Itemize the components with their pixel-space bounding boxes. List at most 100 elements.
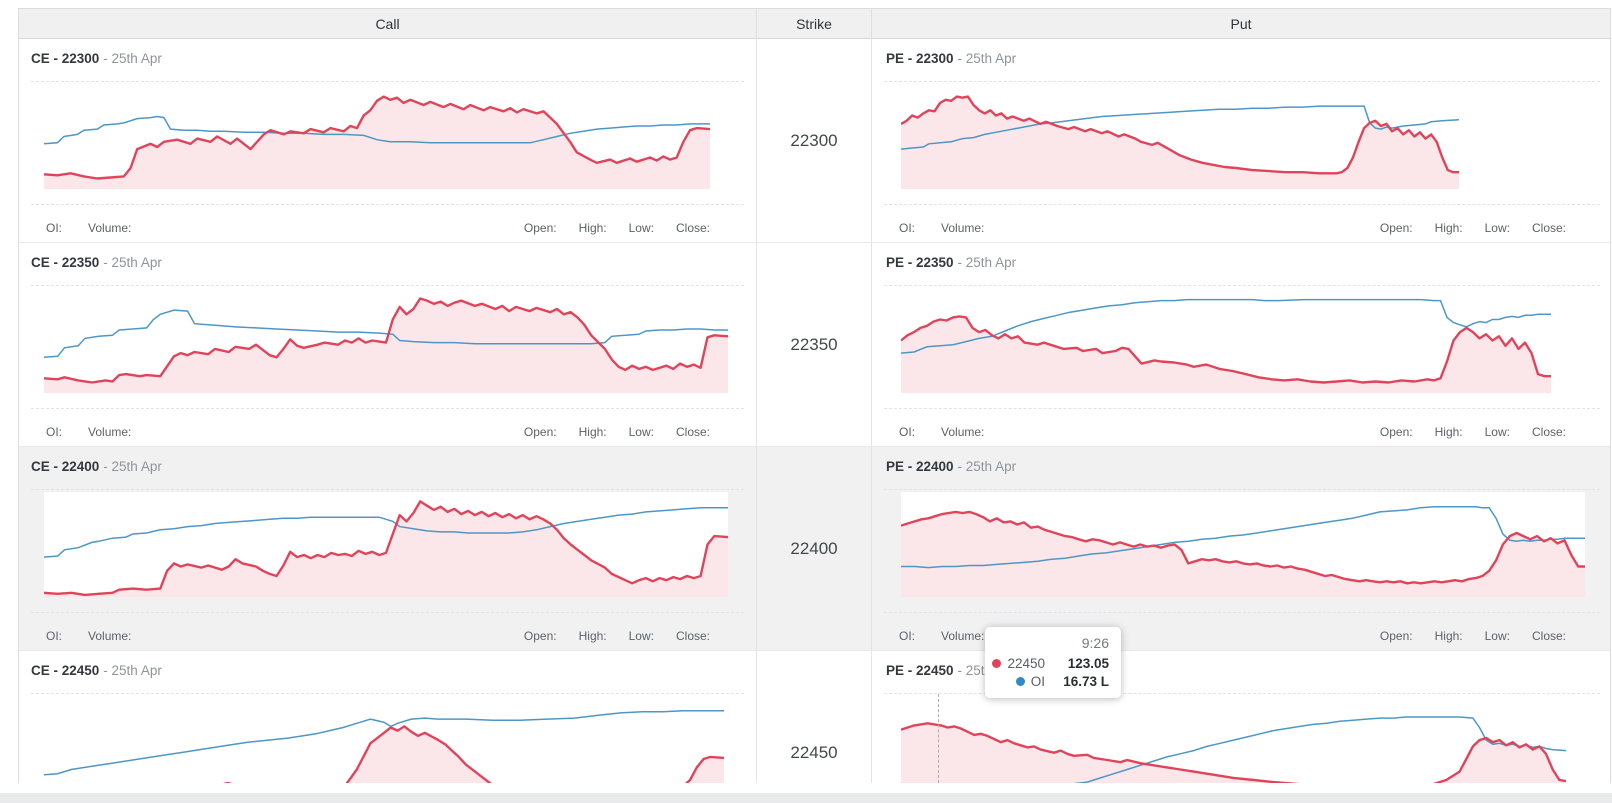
footer-label: Open:	[1379, 221, 1413, 235]
footer-label: Low:	[628, 629, 654, 643]
tooltip-price-label: 22450	[1007, 656, 1045, 671]
strike-value: 22300	[790, 130, 838, 150]
call-chart-cell: CE - 22300- 25th Apr OI: Volume: Open: Hig…	[19, 39, 757, 242]
footer-label: Open:	[523, 629, 557, 643]
footer-right-labels: Open: High: Low: Close:	[1380, 629, 1566, 643]
put-chart-cell: PE - 22450- 25th Apr OI:Volume: Open:Hig…	[872, 651, 1610, 783]
chart-title: CE - 22350- 25th Apr	[31, 255, 162, 270]
footer-right-labels: Open: High: Low: Close:	[1380, 221, 1566, 235]
table-body: CE - 22300- 25th Apr OI: Volume: Open: Hig…	[19, 39, 1610, 783]
footer-label: Volume:	[941, 221, 985, 235]
divider-line	[31, 81, 744, 82]
option-row: CE - 22400- 25th Apr OI: Volume: Open: Hig…	[19, 447, 1610, 651]
footer-label: High:	[578, 425, 607, 439]
option-row: CE - 22450- 25th Apr OI:Volume: Open:Hig…	[19, 651, 1610, 783]
put-chart-cell: PE - 22400- 25th Apr OI: Volume: Open: Hig…	[872, 447, 1610, 650]
footer-label: High:	[578, 221, 607, 235]
footer-label: Volume:	[88, 425, 132, 439]
footer-right-labels: Open: High: Low: Close:	[1380, 425, 1566, 439]
footer-right-labels: Open: High: Low: Close:	[524, 629, 710, 643]
chart-title: CE - 22450- 25th Apr	[31, 663, 162, 678]
chart-title-symbol: PE - 22350	[886, 255, 954, 270]
footer-label: OI:	[899, 425, 916, 439]
footer-label: Low:	[1484, 425, 1510, 439]
footer-label: Low:	[1484, 221, 1510, 235]
call-price-oi-chart[interactable]	[44, 84, 710, 189]
footer-label: Close:	[1531, 221, 1566, 235]
divider-line	[31, 285, 744, 286]
footer-label: Close:	[675, 425, 710, 439]
footer-label: OI:	[899, 629, 916, 643]
footer-label: Open:	[1379, 629, 1413, 643]
put-price-oi-chart[interactable]	[901, 84, 1459, 189]
chart-title-symbol: PE - 22450	[886, 663, 954, 678]
chart-title-symbol: PE - 22400	[886, 459, 954, 474]
divider-line	[31, 612, 744, 613]
footer-left-labels: OI: Volume:	[46, 425, 131, 439]
chart-footer: OI: Volume: Open: High: Low: Close:	[46, 217, 710, 239]
chart-title: CE - 22400- 25th Apr	[31, 459, 162, 474]
footer-label: Volume:	[88, 629, 132, 643]
footer-label: OI:	[899, 221, 916, 235]
call-price-oi-chart[interactable]	[44, 696, 724, 783]
header-put: Put	[1230, 16, 1252, 32]
call-chart-cell: CE - 22450- 25th Apr OI:Volume: Open:Hig…	[19, 651, 757, 783]
footer-label: Close:	[675, 221, 710, 235]
chart-crosshair-line	[938, 694, 939, 783]
footer-label: OI:	[46, 221, 63, 235]
strike-cell: 22400	[757, 447, 872, 650]
chart-footer: OI: Volume: Open: High: Low: Close:	[899, 217, 1566, 239]
horizontal-scrollbar-track[interactable]	[0, 793, 1612, 803]
strike-cell: 22350	[757, 243, 872, 446]
oi-dot-icon	[1015, 677, 1025, 686]
table-header-row: Call Strike Put	[19, 9, 1610, 39]
chart-title-symbol: CE - 22300	[31, 51, 100, 66]
tooltip-time: 9:26	[1081, 635, 1109, 651]
footer-label: Open:	[523, 425, 557, 439]
strike-cell: 22300	[757, 39, 872, 242]
footer-label: Volume:	[941, 425, 985, 439]
chart-title-expiry: - 25th Apr	[957, 459, 1017, 474]
put-chart-cell: PE - 22350- 25th Apr OI: Volume: Open: Hig…	[872, 243, 1610, 446]
footer-left-labels: OI: Volume:	[899, 629, 984, 643]
put-price-oi-chart[interactable]	[901, 288, 1551, 393]
option-row: CE - 22300- 25th Apr OI: Volume: Open: Hig…	[19, 39, 1610, 243]
divider-line	[884, 408, 1600, 409]
put-price-oi-chart[interactable]	[901, 696, 1566, 783]
footer-label: Low:	[1484, 629, 1510, 643]
chart-title-symbol: CE - 22400	[31, 459, 100, 474]
divider-line	[884, 81, 1600, 82]
strike-value: 22400	[790, 538, 838, 558]
divider-line	[884, 285, 1600, 286]
header-strike: Strike	[757, 9, 872, 39]
footer-label: Open:	[523, 221, 557, 235]
footer-label: Volume:	[941, 629, 985, 643]
header-call: Call	[19, 9, 757, 39]
divider-line	[31, 204, 744, 205]
divider-line	[31, 408, 744, 409]
call-price-oi-chart[interactable]	[44, 492, 728, 597]
tooltip-price-value: 123.05	[1067, 656, 1109, 671]
chart-footer: OI: Volume: Open: High: Low: Close:	[46, 625, 710, 647]
strike-value: 22350	[790, 334, 838, 354]
footer-left-labels: OI: Volume:	[899, 425, 984, 439]
chart-title-expiry: - 25th Apr	[103, 663, 162, 678]
chart-title-expiry: - 25th Apr	[103, 51, 162, 66]
strike-cell: 22450	[757, 651, 872, 783]
call-chart-cell: CE - 22350- 25th Apr OI: Volume: Open: Hig…	[19, 243, 757, 446]
divider-line	[884, 204, 1600, 205]
chart-footer: OI: Volume: Open: High: Low: Close:	[46, 421, 710, 443]
tooltip-oi-label: OI	[1030, 674, 1045, 689]
footer-label: High:	[1434, 221, 1463, 235]
option-chain-table: Call Strike Put CE - 22300- 25th Apr OI:…	[18, 8, 1611, 783]
chart-title-symbol: PE - 22300	[886, 51, 954, 66]
footer-label: Close:	[1531, 425, 1566, 439]
divider-line	[31, 693, 744, 694]
chart-title-symbol: CE - 22450	[31, 663, 100, 678]
call-price-oi-chart[interactable]	[44, 288, 728, 393]
chart-tooltip: 9:26 22450 123.05 OI 16.73 L	[985, 627, 1121, 698]
put-price-oi-chart[interactable]	[901, 492, 1585, 597]
price-dot-icon	[992, 659, 1002, 668]
footer-label: High:	[1434, 425, 1463, 439]
